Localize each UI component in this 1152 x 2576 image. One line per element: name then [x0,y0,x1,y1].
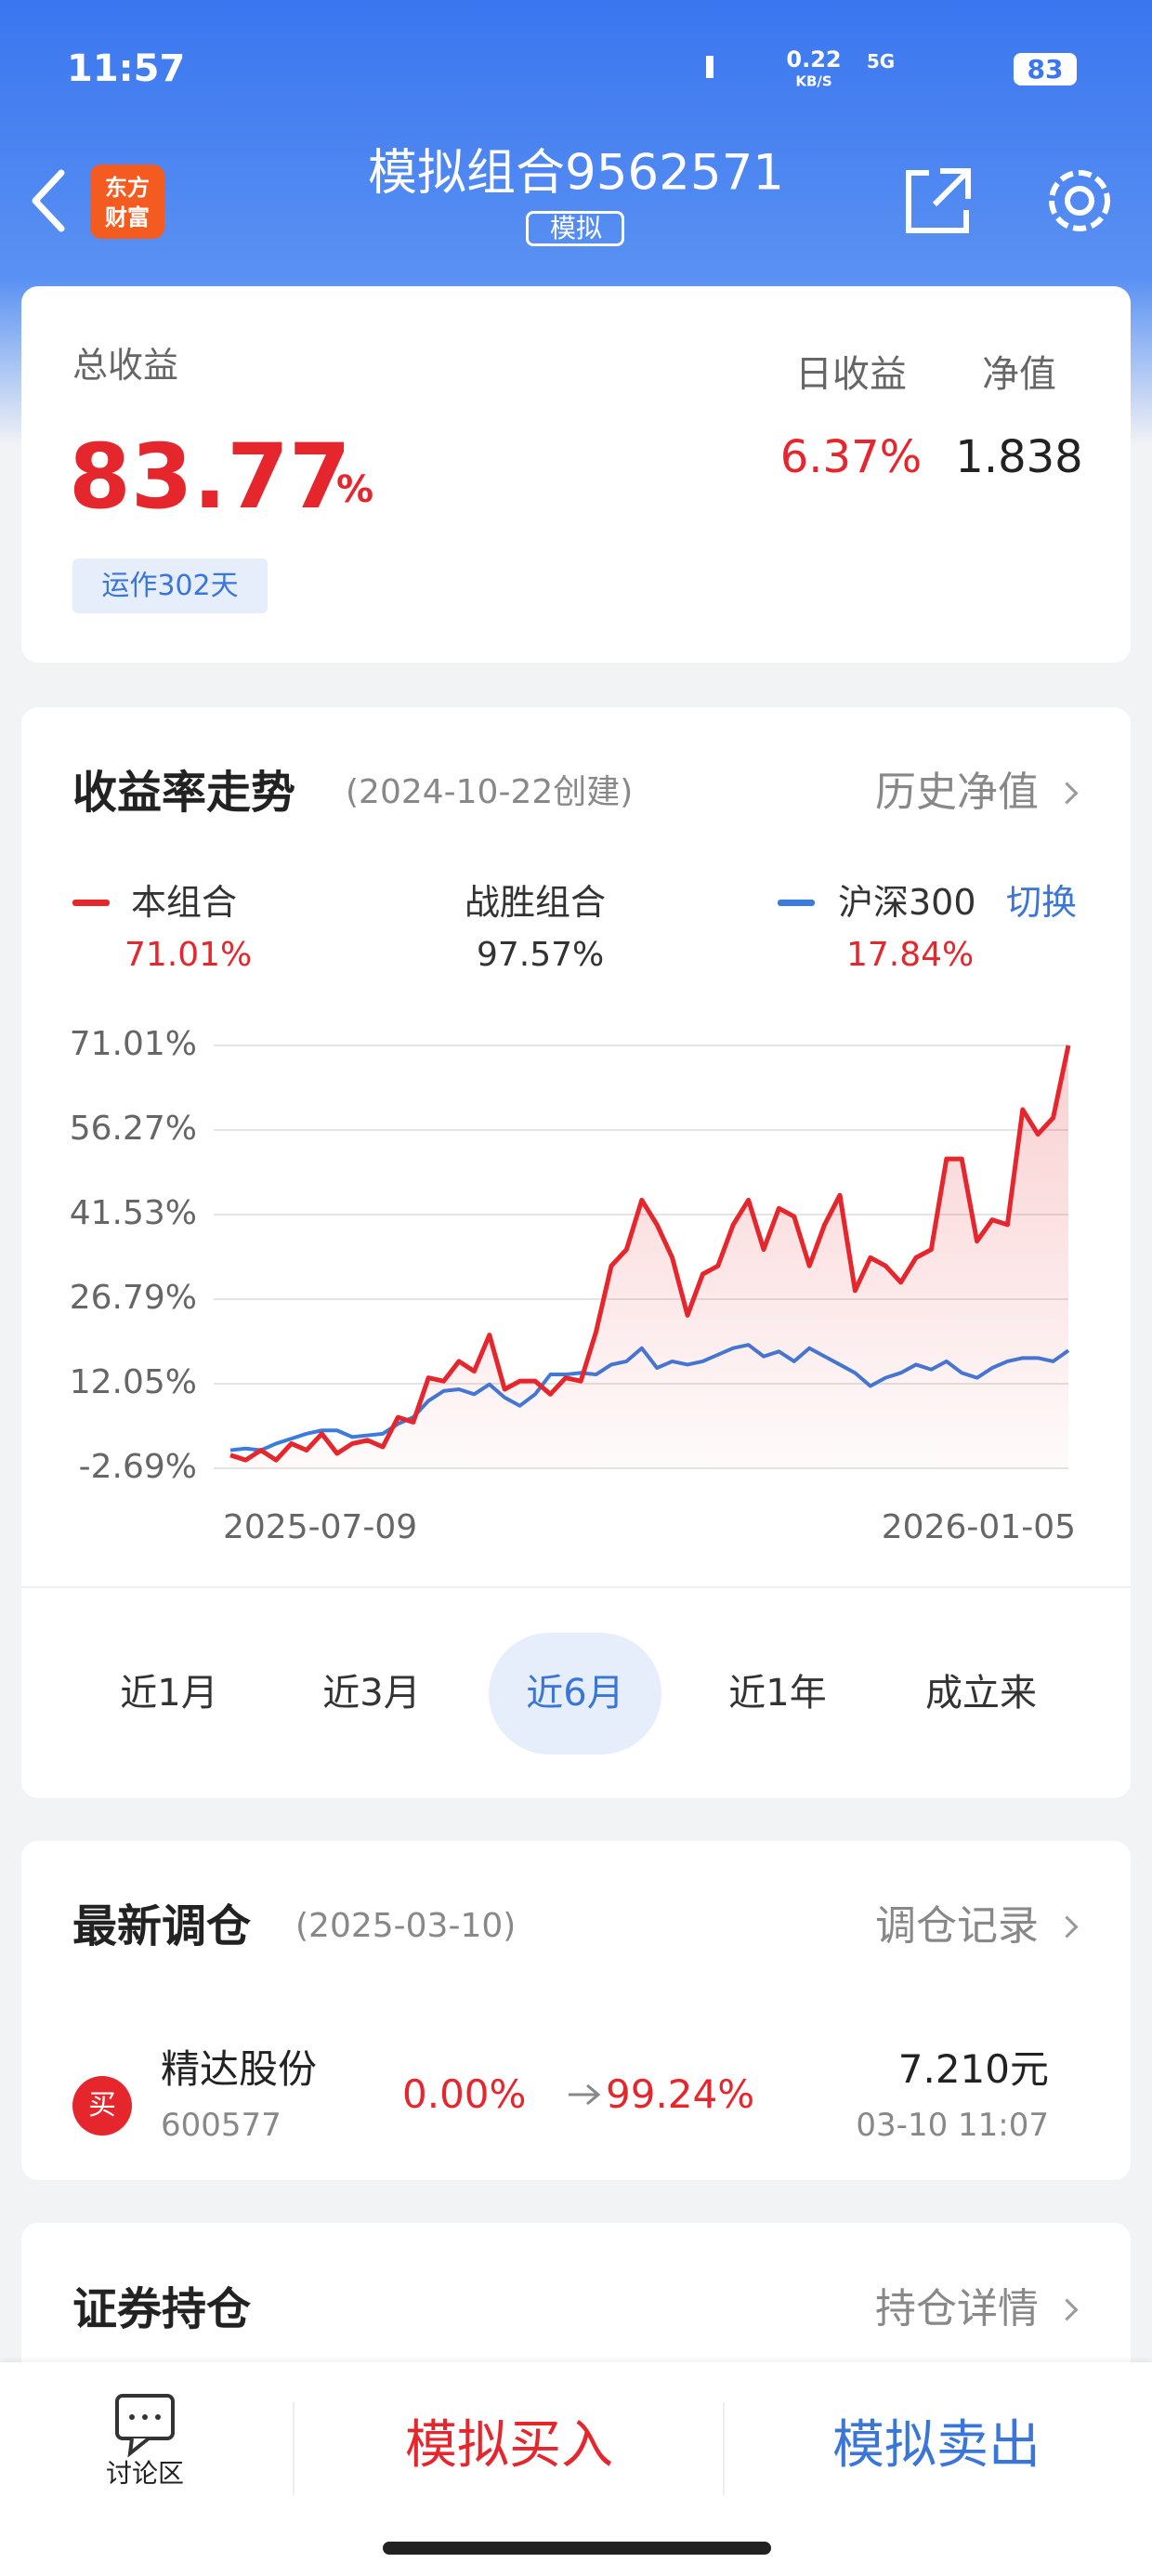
chart: 71.01% 56.27% 41.53% 26.79% 12.05% -2.69% 2025… [70,1025,1076,1546]
period-tab[interactable]: 近1年 [728,1672,827,1715]
running-badge [72,559,268,613]
action-text: 买 [88,2089,116,2122]
home-indicator [383,2542,771,2555]
back-icon[interactable] [32,169,65,232]
legend-name: 本组合 [131,882,238,923]
status-time: 11:57 [67,47,186,90]
battery-level: 83 [1027,54,1064,85]
series-line [229,1045,1071,1463]
x-tick-label: 2026-01-05 [882,1508,1076,1546]
settings-icon[interactable] [1065,186,1094,216]
section-title: 证券持仓 [72,2283,252,2335]
total-unit: % [336,468,374,511]
buy-button[interactable]: 模拟买入 [405,2415,613,2476]
title-badge-text: 模拟 [549,213,603,243]
sell-button[interactable]: 模拟卖出 [832,2415,1041,2476]
selected-pill [489,1633,661,1755]
separator [293,2402,295,2495]
benchmark-value: 97.57% [477,936,605,974]
y-tick-label: 26.79% [70,1279,197,1317]
legend-value: 17.84% [846,936,975,974]
chat-icon [142,2414,148,2420]
bottom-bar [0,2362,1152,2576]
weight-from: 0.00% [402,2071,527,2117]
logo [90,164,164,239]
rebalance-date: (2025-03-10) [295,1907,517,1945]
logo-text: 财富 [105,204,150,230]
holdings-link[interactable]: 持仓详情 [875,2285,1039,2333]
section-title: 最新调仓 [72,1900,252,1952]
legend-swatch [778,900,815,906]
nav-value: 1.838 [955,431,1083,483]
x-tick-label: 2025-07-09 [223,1508,417,1546]
benchmark-name: 战胜组合 [465,882,607,923]
battery [1014,53,1077,85]
total-label: 总收益 [72,345,179,386]
section-title: 收益率走势 [72,767,296,819]
chat-icon[interactable] [127,2437,151,2458]
share-icon[interactable] [906,168,971,233]
legend-value: 71.01% [124,936,253,974]
stock-name: 精达股份 [161,2046,318,2092]
y-tick-label: 12.05% [70,1363,197,1401]
period-tab[interactable]: 近1月 [120,1672,218,1715]
period-tab[interactable]: 近6月 [526,1672,624,1715]
running-days: 运作302天 [101,570,239,602]
total-value: 83.77 [69,425,351,529]
period-tab[interactable]: 成立来 [925,1672,1037,1715]
y-tick-label: 41.53% [70,1194,197,1232]
arrow-icon [569,2083,601,2106]
y-tick-label: 56.27% [70,1110,197,1148]
created-date: (2024-10-22创建) [346,773,634,811]
nav-label: 净值 [982,353,1056,396]
net-unit: KB/S [795,72,832,90]
signal-icon [706,56,713,78]
daily-value: 6.37% [779,431,923,483]
net-speed: 0.22 [786,46,842,72]
switch-link[interactable]: 切换 [1006,882,1078,923]
settings-icon[interactable] [1049,170,1110,231]
legend-swatch [72,900,110,906]
network: 5G [866,50,896,72]
y-tick-label: -2.69% [79,1448,197,1486]
discuss-label[interactable]: 讨论区 [105,2458,185,2489]
divider [21,1586,1131,1588]
rebalance-link[interactable]: 调仓记录 [875,1902,1039,1950]
stock-code: 600577 [161,2107,281,2144]
rebalance-card [21,1841,1131,2180]
legend-name: 沪深300 [838,882,976,923]
y-tick-label: 71.01% [70,1025,197,1063]
trade-time: 03-10 11:07 [856,2107,1049,2144]
buy-badge [72,2076,132,2136]
weight-to: 99.24% [606,2071,755,2117]
logo-text: 东方 [105,175,150,201]
chat-icon [129,2414,135,2420]
period-tab[interactable]: 近3月 [322,1672,421,1715]
chat-icon [155,2414,161,2420]
separator [723,2402,725,2495]
price: 7.210元 [897,2046,1049,2092]
title-badge [526,211,624,246]
history-link[interactable]: 历史净值 [875,769,1039,816]
page-title: 模拟组合9562571 [367,144,785,202]
daily-label: 日收益 [795,353,907,396]
area-fill [230,1045,1068,1468]
